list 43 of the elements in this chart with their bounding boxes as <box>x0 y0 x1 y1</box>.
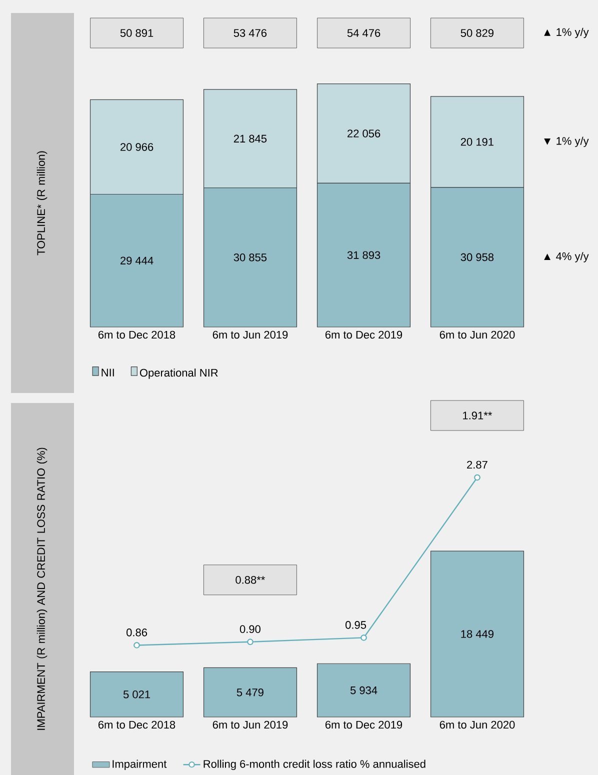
text: 53 476 <box>234 29 267 37</box>
text: 50 829 <box>460 29 494 37</box>
x-tick-label: 6m to Jun 2019 <box>212 330 288 339</box>
data-label: 20 191 <box>460 138 494 146</box>
x-tick-label: 6m to Jun 2020 <box>440 720 515 729</box>
data-label: 0.90 <box>240 625 260 634</box>
text: 50 891 <box>120 29 154 37</box>
y-axis-title: TOPLINE* (R million) <box>36 151 48 256</box>
data-label: 30 855 <box>234 253 267 262</box>
bar <box>316 663 411 718</box>
data-label: 22 056 <box>348 130 380 138</box>
x-tick-label: 6m to Jun 2019 <box>212 720 288 729</box>
legend-label: Impairment <box>112 760 167 770</box>
text: ▲ 4% y/y <box>544 252 589 262</box>
data-label: 5 479 <box>236 688 264 696</box>
data-label: 5 021 <box>123 690 150 698</box>
y-axis-title: IMPAIRMENT (R million) AND CREDIT LOSS RATIO (%) <box>36 448 48 730</box>
bar <box>203 667 298 718</box>
x-tick-label: 6m to Dec 2019 <box>325 720 402 729</box>
data-label: 29 444 <box>120 256 154 264</box>
data-label: 20 966 <box>120 143 154 151</box>
data-label: 21 845 <box>234 134 267 143</box>
annotation: 0.88** <box>236 576 266 584</box>
data-label: 18 449 <box>461 630 494 638</box>
data-label: 31 893 <box>347 251 380 259</box>
bar <box>90 672 184 718</box>
data-label: 0.95 <box>346 621 366 629</box>
data-label: 30 958 <box>460 253 494 262</box>
legend-label: Rolling 6-month credit loss ratio % annualised <box>204 760 426 770</box>
text: ▲ 1% y/y <box>544 28 589 38</box>
text: 54 476 <box>347 29 380 37</box>
text: ▼ 1% y/y <box>544 136 589 148</box>
x-tick-label: 6m to Jun 2020 <box>440 330 515 339</box>
legend-label: Operational NIR <box>140 368 218 379</box>
bar <box>430 550 524 718</box>
legend-label: NII <box>102 368 114 376</box>
x-tick-label: 6m to Dec 2018 <box>98 330 176 339</box>
text: 1.91** <box>463 412 492 420</box>
data-label: 5 934 <box>350 686 378 694</box>
x-tick-label: 6m to Dec 2019 <box>325 330 402 339</box>
data-label: 0.86 <box>126 628 148 636</box>
data-label: 2.87 <box>467 460 488 469</box>
x-tick-label: 6m to Dec 2018 <box>98 720 176 729</box>
